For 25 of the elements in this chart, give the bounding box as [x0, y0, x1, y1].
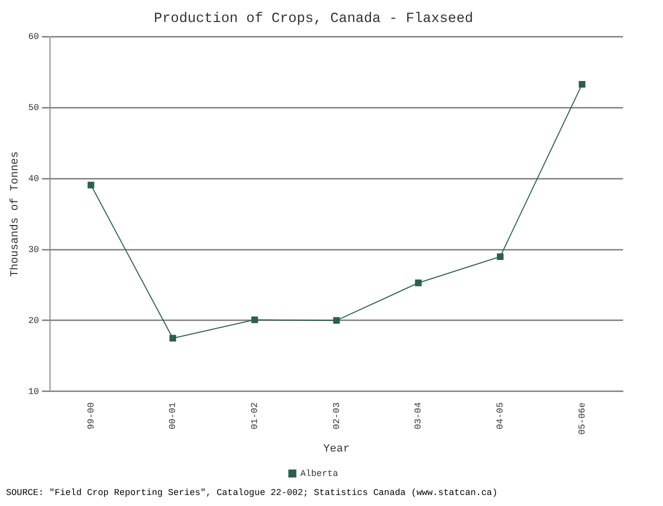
y-tick-label: 40 [28, 174, 39, 184]
x-tick-label: 05-06e [577, 402, 588, 435]
x-tick-label: 99-00 [86, 402, 96, 430]
y-tick-label: 50 [28, 103, 39, 114]
point [578, 80, 586, 88]
point [88, 182, 94, 188]
point [169, 334, 176, 342]
legend-label: Alberta [300, 468, 339, 479]
y-tick-label: 60 [28, 32, 39, 42]
y-tick-label: 30 [28, 244, 39, 255]
x-axis-title: Year [323, 443, 350, 456]
y-axis-title: Thousands of Tonnes [10, 151, 22, 277]
source-note: SOURCE: "Field Crop Reporting Series", Catalogue 22-002; Statistics Canada (www.statcan.ca) [6, 488, 498, 498]
x-tick-label: 02-03 [332, 402, 342, 430]
x-tick-label: 01-02 [250, 402, 260, 430]
point [415, 280, 422, 286]
point [333, 317, 340, 324]
x-tick-label: 00-01 [168, 402, 178, 430]
y-tick-label: 10 [28, 386, 39, 397]
y-tick-label: 20 [28, 316, 39, 326]
point [251, 316, 258, 324]
chart-title: Production of Crops, Canada - Flaxseed [154, 11, 474, 28]
point [496, 253, 504, 260]
x-tick-label: 04-05 [496, 402, 506, 430]
x-tick-label: 03-04 [414, 402, 424, 430]
